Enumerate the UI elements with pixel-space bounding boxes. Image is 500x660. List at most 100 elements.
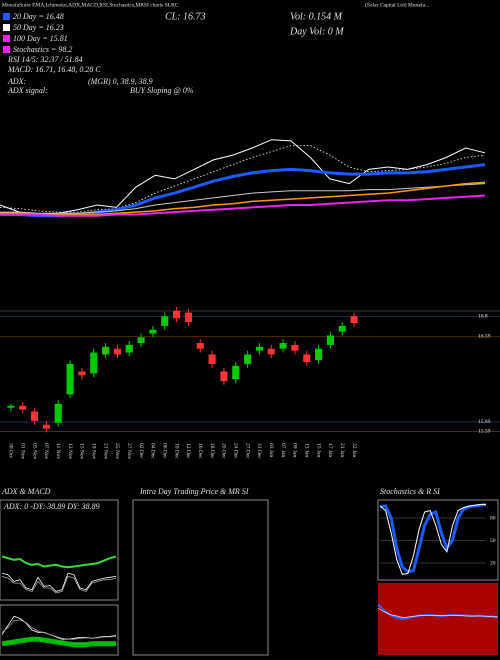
x-tick-label: 25 Nov bbox=[114, 443, 120, 460]
candle-body bbox=[220, 371, 228, 382]
stoch: Stochastics = 98.2 bbox=[13, 45, 72, 54]
x-tick-label: 04 Dec bbox=[150, 443, 156, 459]
line bbox=[1, 572, 117, 592]
x-tick-label: 17 Jan bbox=[327, 443, 333, 457]
y-tick-label: 20 bbox=[490, 560, 496, 566]
macd-panel bbox=[0, 604, 119, 656]
line bbox=[0, 194, 486, 217]
x-tick-label: 19 Nov bbox=[90, 443, 96, 460]
line bbox=[1, 636, 116, 648]
candle-body bbox=[161, 316, 169, 326]
x-tick-label: 27 Nov bbox=[126, 443, 132, 460]
candle-body bbox=[338, 325, 346, 332]
intraday-panel bbox=[132, 499, 269, 656]
candle-body bbox=[66, 363, 74, 395]
x-tick-label: 31 Dec bbox=[256, 443, 262, 459]
y-tick-label: 16.8 bbox=[478, 314, 488, 320]
x-tick-label: 15 Nov bbox=[79, 443, 85, 460]
candle-body bbox=[90, 352, 98, 374]
x-tick-label: 21 Jan bbox=[339, 443, 345, 457]
line bbox=[1, 575, 117, 594]
line bbox=[377, 603, 499, 621]
x-tick-label: 21 Nov bbox=[102, 443, 108, 460]
line bbox=[379, 504, 486, 575]
x-tick-label: 13 Nov bbox=[67, 443, 73, 460]
x-tick-label: 03 Jan bbox=[268, 443, 274, 457]
line bbox=[0, 181, 486, 216]
candle-body bbox=[102, 346, 110, 355]
candle-body bbox=[173, 310, 181, 319]
y-tick-label: 80 bbox=[490, 515, 496, 521]
ema50: 50 Day = 16.23 bbox=[13, 23, 64, 32]
x-tick-label: 27 Dec bbox=[244, 443, 250, 459]
candle-body bbox=[54, 403, 62, 423]
candle-body bbox=[291, 344, 299, 351]
x-tick-label: 02 Dec bbox=[138, 443, 144, 459]
line bbox=[377, 607, 498, 618]
x-tick-label: 20 Dec bbox=[221, 443, 227, 459]
x-tick-label: 07 Nov bbox=[43, 443, 49, 460]
swatch bbox=[3, 46, 10, 53]
vol: Vol: 0.154 M bbox=[290, 11, 343, 22]
candle-body bbox=[19, 405, 27, 410]
x-tick-label: 24 Dec bbox=[232, 443, 238, 459]
adx-signal: ADX signal: bbox=[7, 86, 48, 95]
candle-body bbox=[184, 312, 192, 323]
intraday-title: Intra Day Trading Price & MR SI bbox=[139, 487, 249, 496]
candle-body bbox=[326, 335, 334, 345]
x-tick-label: 22 Jan bbox=[351, 443, 357, 457]
candle-body bbox=[78, 371, 86, 376]
swatch bbox=[3, 35, 10, 42]
day-vol: Day Vol: 0 M bbox=[289, 26, 344, 37]
x-tick-label: 05 Nov bbox=[31, 443, 37, 460]
x-tick-label: 30 Oct bbox=[8, 443, 14, 458]
x-tick-label: 15 Jan bbox=[315, 443, 321, 457]
y-tick-label: 15.69 bbox=[478, 419, 491, 425]
x-tick-label: 18 Dec bbox=[209, 443, 215, 459]
candle-body bbox=[350, 316, 358, 324]
adx-panel bbox=[0, 499, 119, 601]
line bbox=[0, 145, 486, 213]
candle-body bbox=[255, 346, 263, 351]
line bbox=[1, 555, 117, 569]
y-tick-label: 16.59 bbox=[478, 334, 491, 340]
candle-body bbox=[267, 348, 275, 355]
candle-body bbox=[315, 348, 323, 361]
buy: BUY Sloping @ 0% bbox=[130, 86, 194, 95]
candle-body bbox=[7, 405, 15, 408]
panel-title: Stochastics & R SI bbox=[380, 487, 440, 496]
candle-body bbox=[303, 354, 311, 363]
y-tick-label: 50 bbox=[490, 538, 496, 544]
candle-body bbox=[125, 344, 133, 353]
adx: ADX: bbox=[7, 77, 27, 86]
candle-body bbox=[232, 365, 240, 380]
candle-body bbox=[137, 337, 145, 344]
site-title: MunafaSutra EMA,Ichimoku,ADX,MACD,RSI,St… bbox=[2, 1, 179, 8]
candle-body bbox=[113, 348, 121, 355]
line bbox=[0, 183, 486, 214]
candle-body bbox=[149, 329, 157, 334]
rsi: RSI 14/5: 32.37 / 51.84 bbox=[7, 55, 83, 64]
y-tick-label: 15.59 bbox=[478, 429, 491, 435]
x-tick-label: 16 Dec bbox=[197, 443, 203, 459]
x-tick-label: 12 Dec bbox=[185, 443, 191, 459]
candle-body bbox=[196, 343, 204, 349]
line bbox=[379, 503, 487, 574]
x-tick-label: 10 Dec bbox=[173, 443, 179, 459]
candle-body bbox=[244, 354, 252, 364]
swatch bbox=[3, 24, 10, 31]
x-tick-label: 13 Jan bbox=[303, 443, 309, 457]
x-tick-label: 11 Nov bbox=[55, 443, 61, 459]
x-tick-label: 07 Jan bbox=[280, 443, 286, 457]
ema20: 20 Day = 16.48 bbox=[13, 12, 64, 21]
line bbox=[1, 619, 117, 640]
x-tick-label: 09 Jan bbox=[292, 443, 298, 457]
candle-body bbox=[208, 354, 216, 364]
annotation: ADX: 0 -DY: 38.89 DY: 38.89 bbox=[3, 502, 100, 511]
x-tick-label: 06 Dec bbox=[161, 443, 167, 459]
stoch-panel bbox=[377, 499, 499, 581]
panel-title: ADX & MACD bbox=[1, 487, 51, 496]
macd: MACD: 16.71, 16.48, 0.28 C bbox=[7, 65, 101, 74]
